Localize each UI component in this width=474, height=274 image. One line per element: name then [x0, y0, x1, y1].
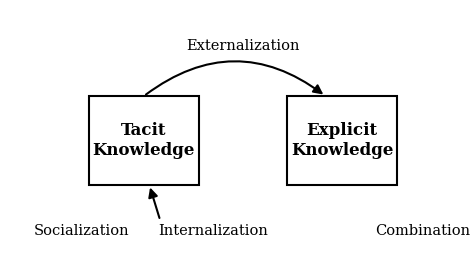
Text: Combination: Combination [375, 224, 471, 238]
Text: Tacit
Knowledge: Tacit Knowledge [92, 122, 195, 159]
FancyArrowPatch shape [375, 138, 392, 183]
FancyBboxPatch shape [287, 96, 397, 185]
Text: Externalization: Externalization [186, 39, 300, 53]
FancyBboxPatch shape [89, 96, 199, 185]
Text: Internalization: Internalization [159, 224, 268, 238]
Text: Socialization: Socialization [34, 224, 129, 238]
FancyArrowPatch shape [149, 190, 159, 218]
FancyArrowPatch shape [146, 61, 321, 95]
FancyArrowPatch shape [93, 138, 111, 183]
Text: Explicit
Knowledge: Explicit Knowledge [291, 122, 393, 159]
